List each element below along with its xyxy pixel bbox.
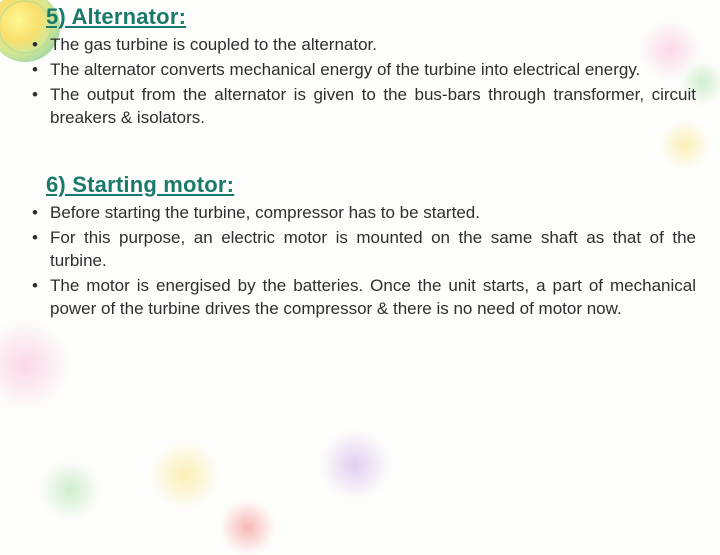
bullet-list-starting-motor: Before starting the turbine, compressor … xyxy=(24,202,696,321)
bg-blob xyxy=(0,320,70,410)
bg-blob xyxy=(40,460,100,520)
bullet-item: Before starting the turbine, compressor … xyxy=(24,202,696,225)
slide-content: 5) Alternator: The gas turbine is couple… xyxy=(0,0,720,320)
bg-blob xyxy=(320,430,390,500)
bullet-list-alternator: The gas turbine is coupled to the altern… xyxy=(24,34,696,130)
bullet-item: For this purpose, an electric motor is m… xyxy=(24,227,696,273)
bullet-item: The gas turbine is coupled to the altern… xyxy=(24,34,696,57)
section-heading-alternator: 5) Alternator: xyxy=(46,4,696,30)
bullet-item: The alternator converts mechanical energ… xyxy=(24,59,696,82)
bg-blob xyxy=(150,440,220,510)
bg-blob xyxy=(220,500,275,555)
bullet-item: The motor is energised by the batteries.… xyxy=(24,275,696,321)
section-heading-starting-motor: 6) Starting motor: xyxy=(46,172,696,198)
bullet-item: The output from the alternator is given … xyxy=(24,84,696,130)
